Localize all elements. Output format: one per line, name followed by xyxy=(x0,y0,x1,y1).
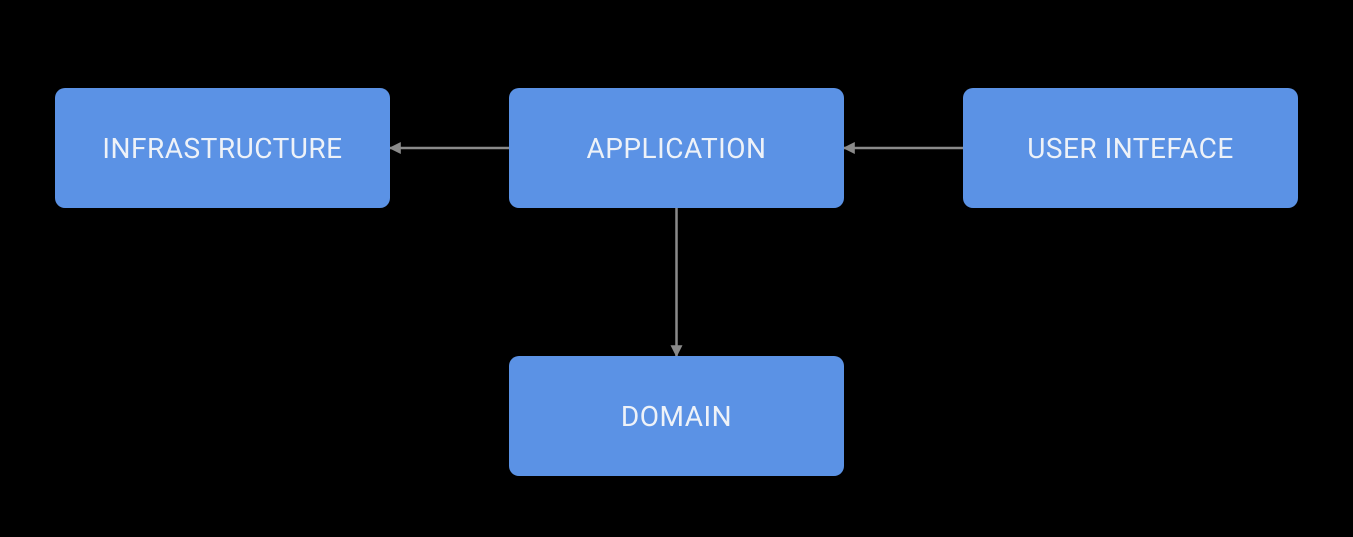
node-user-interface: USER INTEFACE xyxy=(963,88,1298,208)
diagram-canvas: { "diagram": { "type": "flowchart", "bac… xyxy=(0,0,1353,537)
node-label: USER INTEFACE xyxy=(1027,132,1234,165)
node-label: DOMAIN xyxy=(621,400,732,433)
node-application: APPLICATION xyxy=(509,88,844,208)
node-infrastructure: INFRASTRUCTURE xyxy=(55,88,390,208)
node-label: INFRASTRUCTURE xyxy=(102,132,342,165)
node-label: APPLICATION xyxy=(586,132,766,165)
node-domain: DOMAIN xyxy=(509,356,844,476)
